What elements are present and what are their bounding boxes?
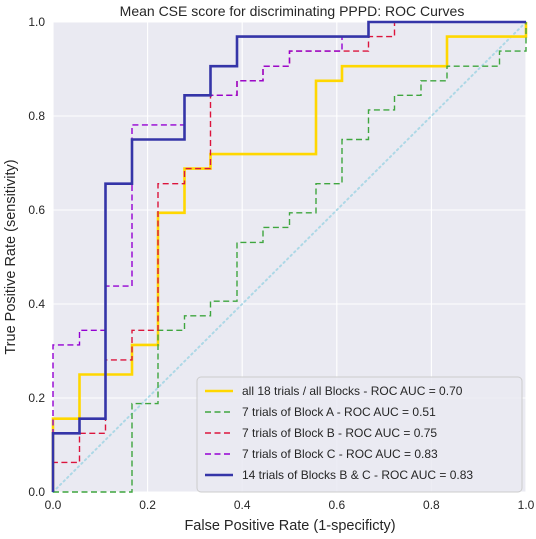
x-tick-label: 0.0 [45, 498, 62, 512]
tick-labels: 0.0 0.2 0.4 0.6 0.8 1.0 0.0 0.2 0.4 0.6 0.8 1.0 [28, 15, 534, 512]
roc-curve-series-2 [53, 22, 527, 493]
y-tick-label: 0.2 [28, 391, 45, 405]
legend-box [196, 376, 523, 493]
roc-curve-series-5 [51, 20, 526, 492]
x-tick-label: 1.0 [518, 498, 535, 512]
y-axis-label: True Positive Rate (sensitivity) [3, 159, 19, 354]
y-tick-label: 0.6 [28, 203, 45, 217]
y-tick-label: 0.4 [28, 297, 45, 311]
series-layer [51, 20, 528, 493]
legend-label-2: 7 trials of Block A - ROC AUC = 0.51 [242, 405, 436, 419]
y-tick-label: 1.0 [28, 15, 45, 29]
chart-title: Mean CSE score for discriminating PPPD: … [120, 3, 465, 19]
y-tick-label: 0.8 [28, 109, 45, 123]
grid-lines [52, 21, 527, 493]
x-axis-label: False Positive Rate (1-specificty) [184, 518, 395, 534]
x-tick-label: 0.6 [328, 498, 345, 512]
legend-label-1: all 18 trials / all Blocks - ROC AUC = 0… [242, 384, 463, 398]
legend-label-3: 7 trials of Block B - ROC AUC = 0.75 [242, 426, 437, 440]
x-tick-label: 0.8 [423, 498, 440, 512]
y-tick-label: 0.0 [28, 485, 45, 499]
x-tick-label: 0.4 [234, 498, 251, 512]
roc-curve-series-4 [52, 21, 526, 492]
legend-label-5: 14 trials of Blocks B & C - ROC AUC = 0.… [242, 468, 473, 482]
legend: all 18 trials / all Blocks - ROC AUC = 0… [196, 376, 523, 493]
roc-curve-series-3 [52, 21, 526, 492]
legend-label-4: 7 trials of Block C - ROC AUC = 0.83 [242, 447, 438, 461]
x-tick-label: 0.2 [139, 498, 156, 512]
